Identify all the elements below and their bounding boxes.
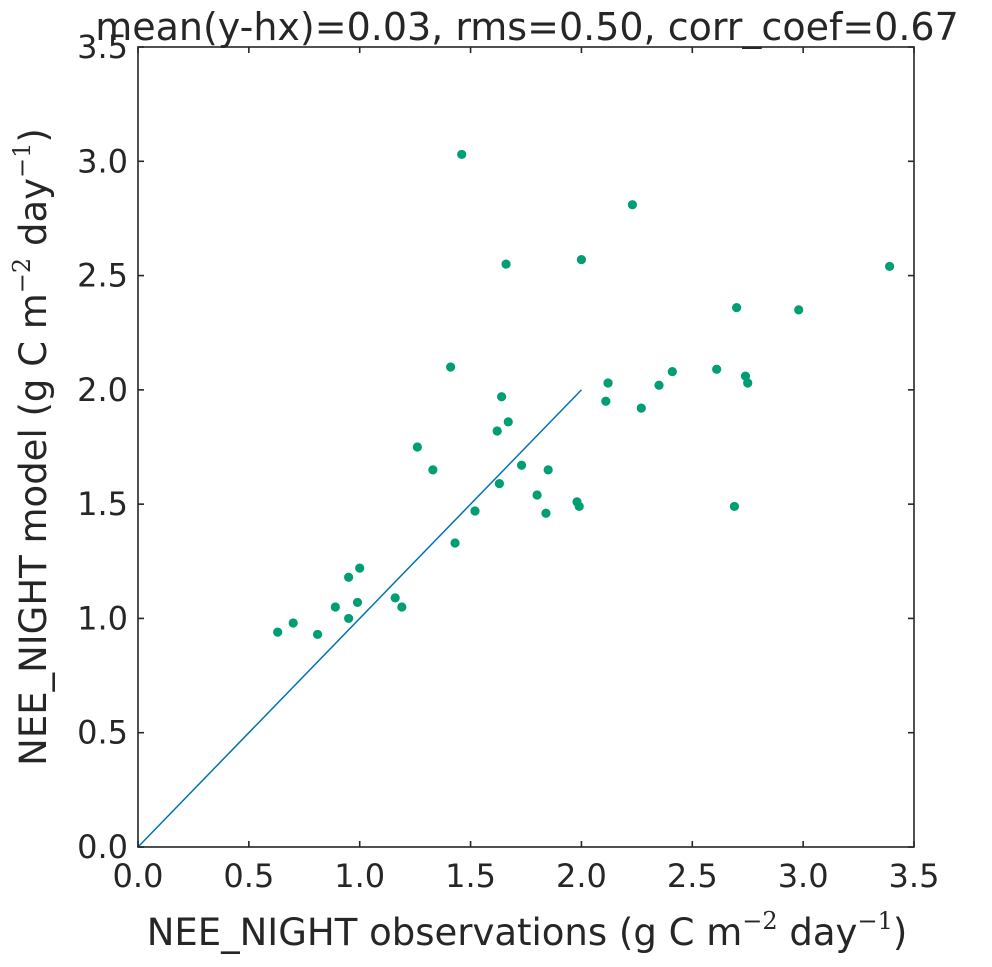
reference-line [137, 389, 582, 848]
data-point [667, 366, 677, 377]
data-point [574, 501, 584, 512]
data-point [446, 362, 456, 372]
x-tick-labels: 0.0 0.5 1.0 1.5 2.0 2.5 3.0 3.5 [113, 857, 940, 895]
x-axis-label-exp1: −2 [742, 907, 777, 935]
data-point [312, 629, 323, 640]
data-point [344, 572, 354, 582]
data-point [543, 465, 553, 475]
x-axis-label-main: NEE_NIGHT observations (g C m [147, 911, 743, 954]
data-point [603, 378, 613, 388]
data-point [397, 602, 407, 612]
y-axis-label: NEE_NIGHT model (g C m−2 day−1) [8, 128, 55, 766]
x-tick-label: 2.0 [556, 857, 607, 895]
x-axis-label-exp2: −1 [857, 907, 892, 935]
data-point [636, 403, 646, 413]
x-tick-label: 1.5 [445, 857, 496, 895]
y-tick-label: 3.5 [77, 28, 128, 66]
x-tick-label: 3.5 [889, 857, 940, 895]
data-point [516, 460, 527, 470]
data-point [601, 396, 611, 406]
y-tick-label: 1.0 [77, 599, 128, 637]
y-tick-labels: 0.0 0.5 1.0 1.5 2.0 2.5 3.0 3.5 [77, 28, 128, 866]
x-tick-label: 0.0 [113, 857, 164, 895]
data-point [492, 426, 502, 436]
data-point [457, 149, 467, 160]
y-tick-label: 0.0 [77, 828, 128, 866]
chart-title: mean(y-hx)=0.03, rms=0.50, corr_coef=0.6… [95, 5, 959, 49]
data-point [428, 465, 438, 475]
x-axis-label-end: ) [893, 911, 907, 954]
data-point [576, 254, 587, 265]
data-point [390, 593, 400, 603]
x-axis-label: NEE_NIGHT observations (g C m−2 day−1) [147, 907, 908, 954]
data-point [732, 302, 742, 313]
data-point [627, 200, 638, 210]
data-point [885, 261, 895, 272]
y-tick-label: 1.5 [77, 485, 128, 523]
data-point [288, 618, 298, 628]
data-point [654, 380, 664, 390]
data-point [344, 613, 354, 624]
plot-frame [137, 46, 915, 848]
data-point [412, 442, 422, 452]
data-point [470, 506, 480, 516]
y-tick-label: 2.0 [77, 371, 128, 409]
x-axis-label-mid: day [778, 911, 858, 954]
data-point [503, 417, 513, 427]
y-tick-label: 3.0 [77, 142, 128, 180]
data-point [450, 538, 460, 548]
data-point [494, 478, 504, 489]
x-tick-label: 0.5 [223, 857, 274, 895]
data-point [729, 501, 740, 512]
data-point [273, 627, 283, 637]
y-tick-label: 2.5 [77, 257, 128, 295]
x-tick-label: 1.0 [334, 857, 385, 895]
data-point [541, 508, 551, 518]
y-axis-label-main: NEE_NIGHT model (g C m [12, 293, 55, 766]
y-tick-label: 0.5 [77, 714, 128, 752]
y-axis-label-end: ) [12, 128, 55, 142]
y-axis-label-exp2: −1 [8, 143, 36, 178]
data-point [352, 597, 363, 608]
data-points [273, 149, 895, 640]
data-point [355, 563, 365, 573]
x-tick-label: 2.5 [667, 857, 718, 895]
data-point [532, 490, 542, 500]
data-point [794, 305, 804, 315]
x-tick-label: 3.0 [778, 857, 829, 895]
y-axis-label-mid: day [12, 178, 55, 258]
data-point [330, 602, 340, 612]
data-point [712, 364, 722, 374]
reference-line-layer [137, 389, 582, 848]
data-point [501, 259, 511, 269]
data-point [743, 378, 753, 388]
data-point [497, 392, 507, 402]
y-axis-label-exp1: −2 [8, 258, 36, 293]
